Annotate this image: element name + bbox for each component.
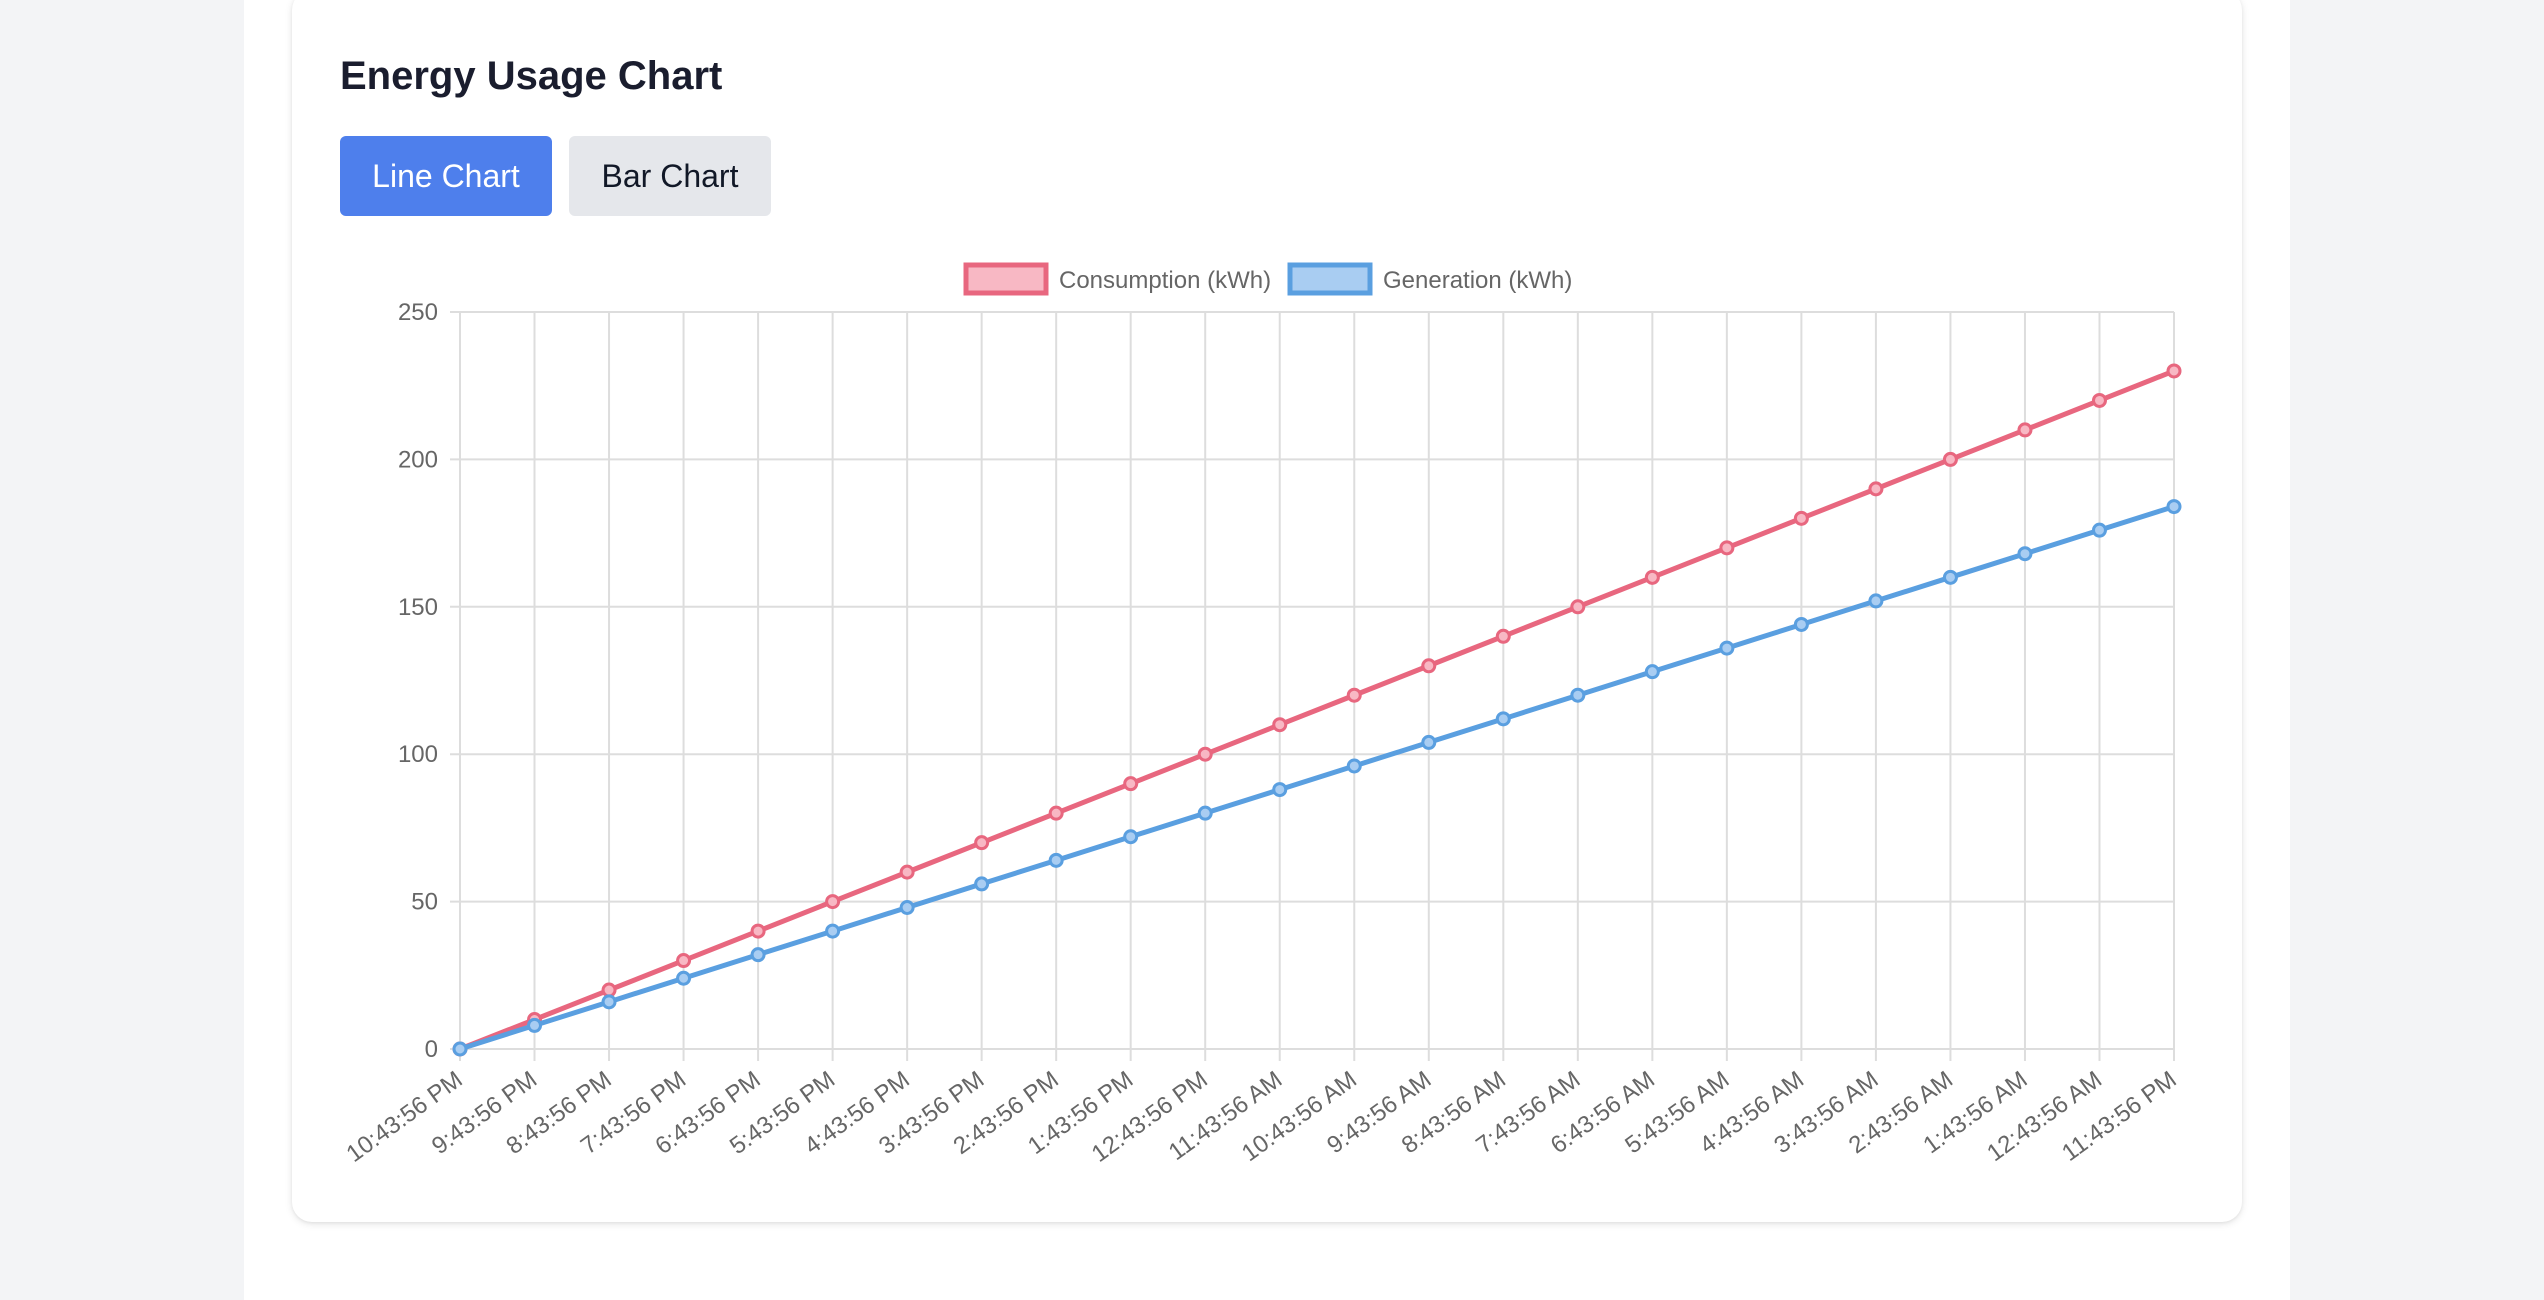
data-point	[974, 876, 990, 892]
data-point	[974, 835, 990, 851]
data-point	[1346, 758, 1362, 774]
y-tick-label: 100	[398, 741, 438, 768]
data-point	[2017, 546, 2033, 562]
data-point	[1123, 829, 1139, 845]
chart-grid	[450, 311, 2175, 1061]
data-point	[899, 864, 915, 880]
data-point	[2017, 422, 2033, 438]
data-point	[601, 982, 617, 998]
bar-chart-button[interactable]: Bar Chart	[569, 136, 771, 216]
data-point	[1570, 687, 1586, 703]
x-axis: 10:43:56 PM9:43:56 PM8:43:56 PM7:43:56 P…	[342, 1066, 2182, 1168]
data-point	[1942, 451, 1958, 467]
chart-series	[452, 363, 2182, 1057]
data-point	[1868, 481, 1884, 497]
data-point	[825, 894, 841, 910]
data-point	[1197, 805, 1213, 821]
data-point	[1048, 852, 1064, 868]
data-point	[676, 953, 692, 969]
energy-line-chart: 0 50 100 150 200 250 10:43:56 PM9:43:56 PM8:4…	[342, 262, 2182, 1168]
chart-legend: Consumption (kWh) Generation (kWh)	[963, 262, 1572, 296]
legend-swatch	[963, 262, 1049, 296]
y-tick-label: 50	[411, 889, 438, 916]
legend-label[interactable]: Consumption (kWh)	[1059, 267, 1271, 294]
data-point	[825, 923, 841, 939]
data-point	[1868, 593, 1884, 609]
data-point	[750, 923, 766, 939]
data-point	[527, 1017, 543, 1033]
data-point	[1719, 640, 1735, 656]
data-point	[1570, 599, 1586, 615]
y-tick-label: 0	[425, 1036, 438, 1063]
series-line-consumption	[459, 368, 2175, 1052]
data-point	[1495, 628, 1511, 644]
data-point	[1793, 510, 1809, 526]
data-point	[452, 1041, 468, 1057]
data-point	[601, 994, 617, 1010]
data-point	[1346, 687, 1362, 703]
data-point	[1793, 616, 1809, 632]
page-title: Energy Usage Chart	[340, 54, 723, 98]
data-point	[750, 947, 766, 963]
data-point	[1644, 664, 1660, 680]
series-line-generation	[459, 504, 2175, 1052]
line-chart-button[interactable]: Line Chart	[340, 136, 552, 216]
data-point	[2166, 499, 2182, 515]
y-tick-label: 250	[398, 299, 438, 326]
y-tick-label: 200	[398, 446, 438, 473]
data-point	[1123, 776, 1139, 792]
data-point	[1272, 782, 1288, 798]
legend-label[interactable]: Generation (kWh)	[1383, 267, 1572, 294]
data-point	[1495, 711, 1511, 727]
data-point	[899, 899, 915, 915]
data-point	[1272, 717, 1288, 733]
data-point	[1421, 658, 1437, 674]
data-point	[676, 970, 692, 986]
legend-swatch	[1287, 262, 1373, 296]
data-point	[1421, 734, 1437, 750]
y-tick-label: 150	[398, 594, 438, 621]
data-point	[2091, 522, 2107, 538]
data-point	[2166, 363, 2182, 379]
data-point	[1197, 746, 1213, 762]
data-point	[1644, 569, 1660, 585]
data-point	[2091, 392, 2107, 408]
data-point	[1048, 805, 1064, 821]
data-point	[1719, 540, 1735, 556]
y-axis: 0 50 100 150 200 250	[398, 299, 438, 1063]
data-point	[1942, 569, 1958, 585]
